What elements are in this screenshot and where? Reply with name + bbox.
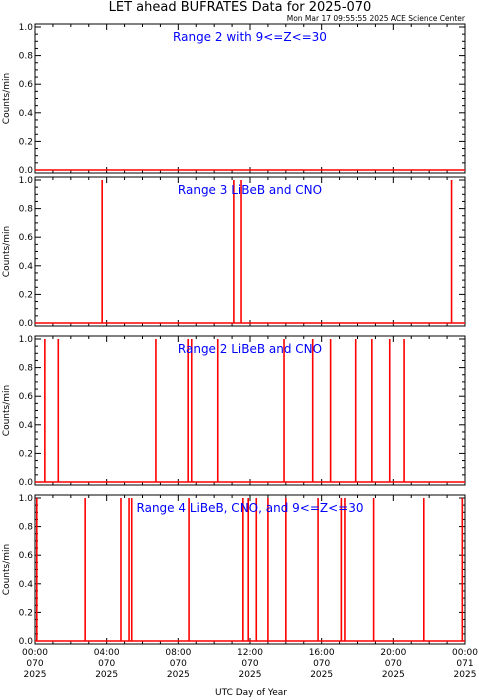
x-tick-label: 00:00 070 2025 bbox=[22, 648, 48, 680]
x-axis-label: UTC Day of Year bbox=[215, 688, 287, 698]
y-tick-label: 0.8 bbox=[19, 205, 34, 215]
x-tick-label-line: 16:00 bbox=[309, 648, 335, 658]
x-tick-label: 16:00 070 2025 bbox=[309, 648, 335, 680]
x-tick-label-line: 20:00 bbox=[380, 648, 406, 658]
y-tick-label: 0.6 bbox=[19, 80, 34, 90]
x-tick-label-line: 070 bbox=[385, 659, 402, 669]
y-axis-label: Counts/min bbox=[2, 544, 12, 595]
x-tick-label: 20:00 070 2025 bbox=[380, 648, 406, 680]
x-tick-label: 00:00 071 2025 bbox=[452, 648, 478, 680]
x-tick-label-line: 2025 bbox=[239, 670, 262, 680]
y-tick-label: 0.8 bbox=[19, 523, 34, 533]
y-tick-label: 0.8 bbox=[19, 364, 34, 374]
x-tick-label-line: 071 bbox=[456, 659, 473, 669]
y-tick-label: 0.6 bbox=[19, 233, 34, 243]
panel-frame bbox=[34, 176, 466, 327]
panel-title: Range 2 LiBeB and CNO bbox=[178, 342, 322, 356]
y-tick-label: 1.0 bbox=[19, 23, 34, 33]
panel-frame bbox=[34, 494, 466, 645]
x-tick-label-line: 08:00 bbox=[165, 648, 191, 658]
x-tick-label-line: 070 bbox=[98, 659, 115, 669]
y-tick-label: 0.6 bbox=[19, 551, 34, 561]
y-tick-label: 0.0 bbox=[19, 478, 34, 488]
x-tick-label-line: 12:00 bbox=[237, 648, 263, 658]
x-tick-label-line: 2025 bbox=[310, 670, 333, 680]
panels-group: 0.0 0.2 0.4 0.6 0.8 1.0 Counts/min Range 2 with… bbox=[2, 23, 466, 647]
x-tick-label: 12:00 070 2025 bbox=[237, 648, 263, 680]
y-tick-label: 0.0 bbox=[19, 637, 34, 647]
panel-1: 0.0 0.2 0.4 0.6 0.8 1.0 Counts/min Range 2 with… bbox=[2, 23, 466, 176]
panel-frame bbox=[34, 335, 466, 486]
timestamp-label: Mon Mar 17 09:55:55 2025 ACE Science Cen… bbox=[287, 14, 466, 23]
panel-3: 0.0 0.2 0.4 0.6 0.8 1.0 Counts/min Range 2 LiBe… bbox=[2, 335, 466, 488]
y-tick-label: 0.2 bbox=[19, 290, 33, 300]
y-tick-label: 0.4 bbox=[19, 580, 34, 590]
y-axis-label: Counts/min bbox=[2, 226, 12, 277]
x-tick-label-line: 04:00 bbox=[94, 648, 120, 658]
x-tick-label: 04:00 070 2025 bbox=[94, 648, 120, 680]
y-tick-label: 1.0 bbox=[19, 494, 34, 504]
x-tick-label-line: 070 bbox=[170, 659, 187, 669]
y-axis-label: Counts/min bbox=[2, 73, 12, 124]
x-tick-label-line: 070 bbox=[241, 659, 258, 669]
y-tick-label: 0.4 bbox=[19, 109, 34, 119]
y-tick-label: 0.4 bbox=[19, 262, 34, 272]
x-tick-label-line: 2025 bbox=[24, 670, 47, 680]
x-tick-label-line: 070 bbox=[313, 659, 330, 669]
x-tick-label-line: 070 bbox=[26, 659, 43, 669]
x-tick-label-line: 2025 bbox=[95, 670, 118, 680]
panel-frame bbox=[34, 23, 466, 174]
x-tick-label-line: 2025 bbox=[382, 670, 405, 680]
y-tick-label: 1.0 bbox=[19, 335, 34, 345]
x-tick-label-line: 2025 bbox=[167, 670, 190, 680]
y-tick-label: 0.8 bbox=[19, 52, 34, 62]
y-tick-label: 0.0 bbox=[19, 166, 34, 176]
panel-title: Range 3 LiBeB and CNO bbox=[178, 183, 322, 197]
y-axis-label: Counts/min bbox=[2, 385, 12, 436]
x-tick-label: 08:00 070 2025 bbox=[165, 648, 191, 680]
y-tick-label: 0.2 bbox=[19, 137, 33, 147]
panel-title: Range 2 with 9<=Z<=30 bbox=[173, 30, 327, 44]
y-tick-label: 0.2 bbox=[19, 449, 33, 459]
x-tick-label-line: 00:00 bbox=[452, 648, 478, 658]
panel-2: 0.0 0.2 0.4 0.6 0.8 1.0 Counts/min Range 3 LiBe… bbox=[2, 176, 466, 329]
x-tick-label-line: 00:00 bbox=[22, 648, 48, 658]
y-tick-label: 0.4 bbox=[19, 421, 34, 431]
panel-title: Range 4 LiBeB, CNO, and 9<=Z<=30 bbox=[137, 501, 364, 515]
y-tick-label: 0.6 bbox=[19, 392, 34, 402]
y-tick-label: 0.0 bbox=[19, 319, 34, 329]
panel-4: 0.0 0.2 0.4 0.6 0.8 1.0 Counts/min Range 4 LiBe… bbox=[2, 494, 466, 647]
y-tick-label: 0.2 bbox=[19, 608, 33, 618]
y-tick-label: 1.0 bbox=[19, 176, 34, 186]
chart-title: LET ahead BUFRATES Data for 2025-070 bbox=[109, 0, 372, 15]
x-tick-label-line: 2025 bbox=[454, 670, 477, 680]
